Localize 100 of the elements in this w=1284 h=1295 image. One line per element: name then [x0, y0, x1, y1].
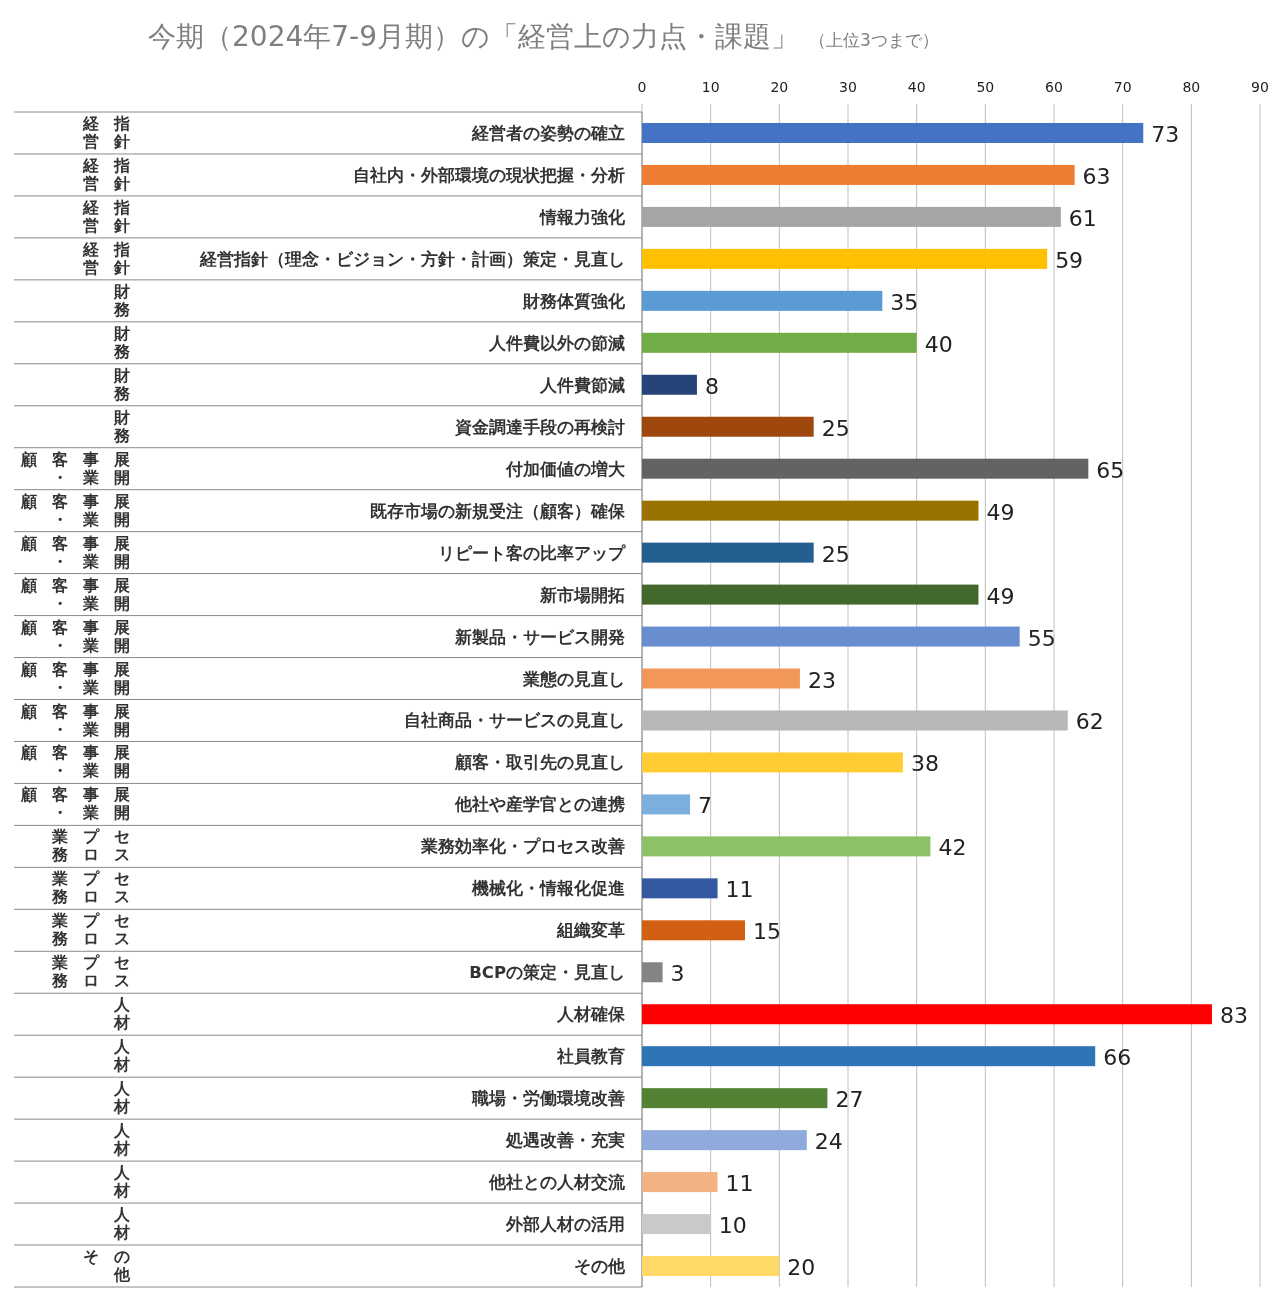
bar	[642, 1046, 1096, 1067]
data-label: 11	[725, 877, 754, 903]
text: 業務プロセス	[51, 869, 130, 907]
data-label: 7	[698, 793, 713, 819]
data-label: 49	[986, 499, 1015, 525]
text: 人材	[113, 1079, 131, 1117]
text: 業務プロセス	[51, 911, 130, 949]
y-tick-label: 自社商品・サービスの見直し	[404, 711, 625, 731]
y-tick-label: 自社内・外部環境の現状把握・分析	[353, 165, 625, 185]
x-tick-label: 70	[1113, 79, 1132, 95]
y-tick-label: 業態の見直し	[522, 669, 625, 689]
bar	[642, 206, 1061, 227]
y-tick-label: その他	[574, 1257, 626, 1277]
y-tick-label: 新製品・サービス開発	[454, 627, 625, 647]
y-tick-label: 付加価値の増大	[505, 458, 626, 479]
chart-title: 今期（2024年7-9月期）の「経営上の力点・課題」	[148, 20, 799, 53]
x-tick-label: 80	[1182, 79, 1201, 95]
bar	[642, 794, 691, 815]
y-tick-label: 資金調達手段の再検討	[454, 417, 625, 437]
x-tick-label: 10	[701, 79, 720, 95]
data-label: 55	[1027, 625, 1056, 651]
data-label: 20	[787, 1255, 816, 1281]
text: 顧客・事業展開	[20, 701, 130, 739]
y-tick-label: 経営者の姿勢の確立	[471, 123, 625, 143]
y-tick-label: 新市場開拓	[539, 585, 625, 605]
bar	[642, 752, 903, 773]
text: 人材	[113, 1163, 131, 1201]
y-tick-label: 機械化・情報化促進	[471, 879, 625, 899]
data-label: 3	[670, 961, 685, 987]
text: 人材	[113, 995, 131, 1033]
text: 財務	[113, 365, 131, 403]
data-label: 83	[1219, 1003, 1248, 1029]
bar	[642, 668, 800, 689]
bar	[642, 1130, 807, 1151]
text: 人材	[113, 1205, 131, 1243]
x-tick-label: 40	[907, 79, 926, 95]
y-tick-label: BCPの策定・見直し	[469, 963, 625, 983]
bar	[642, 1088, 828, 1109]
y-tick-label: 顧客・取引先の見直し	[454, 753, 625, 773]
text: 顧客・事業展開	[20, 785, 130, 823]
bar	[642, 1172, 718, 1193]
text: 人材	[113, 1121, 131, 1159]
data-label: 65	[1096, 457, 1125, 483]
data-label: 73	[1151, 121, 1180, 147]
text: その他	[83, 1247, 131, 1285]
y-tick-label: 職場・労働環境改善	[471, 1088, 625, 1109]
y-tick-label: 組織変革	[556, 921, 625, 941]
y-tick-label: リピート客の比率アップ	[438, 543, 626, 563]
bar	[642, 332, 917, 353]
text: 人材	[113, 1037, 131, 1075]
bar	[642, 836, 931, 857]
chart-subtitle: （上位3つまで）	[809, 30, 939, 50]
data-label: 40	[924, 331, 953, 357]
x-tick-label: 90	[1251, 79, 1269, 95]
y-tick-label: 人件費以外の節減	[488, 333, 625, 353]
y-tick-label: 情報力強化	[539, 207, 626, 227]
data-label: 11	[725, 1171, 754, 1197]
x-tick-label: 30	[839, 79, 857, 95]
bar	[642, 122, 1144, 143]
data-label: 35	[890, 289, 919, 315]
text: 財務	[113, 407, 131, 445]
data-label: 25	[821, 415, 850, 441]
data-label: 63	[1082, 163, 1111, 189]
y-tick-label: 人件費節減	[539, 375, 625, 395]
y-tick-label: 財務体質強化	[522, 291, 626, 311]
text: 顧客・事業展開	[20, 449, 130, 487]
x-tick-label: 0	[637, 79, 647, 95]
text: 業務プロセス	[51, 953, 130, 991]
text: 顧客・事業展開	[20, 659, 130, 697]
bar	[642, 584, 979, 605]
data-label: 61	[1068, 205, 1097, 231]
y-tick-label: 人材確保	[556, 1005, 626, 1025]
text: 顧客・事業展開	[20, 533, 130, 571]
y-tick-label: 他社との人材交流	[488, 1173, 626, 1193]
text: 財務	[113, 323, 131, 361]
text: 顧客・事業展開	[20, 617, 130, 655]
bar	[642, 878, 718, 899]
y-tick-label: 社員教育	[556, 1046, 625, 1067]
text: 経営指針	[82, 155, 130, 193]
data-label: 10	[718, 1213, 747, 1239]
bar	[642, 1256, 780, 1277]
data-label: 25	[821, 541, 850, 567]
bar	[642, 626, 1020, 647]
y-tick-label: 経営指針（理念・ビジョン・方針・計画）策定・見直し	[199, 249, 625, 269]
text: 顧客・事業展開	[20, 491, 130, 529]
y-tick-label: 他社や産学官との連携	[454, 795, 625, 815]
data-label: 42	[938, 835, 967, 861]
bar	[642, 374, 697, 395]
text: 財務	[113, 281, 131, 319]
bar	[642, 458, 1089, 479]
bar	[642, 1004, 1212, 1025]
x-tick-label: 60	[1045, 79, 1063, 95]
bar	[642, 290, 883, 311]
bar	[642, 164, 1075, 185]
bar	[642, 500, 979, 521]
bar	[642, 920, 745, 941]
text: 顧客・事業展開	[20, 743, 130, 781]
data-label: 49	[986, 583, 1015, 609]
y-tick-label: 処遇改善・充実	[505, 1130, 625, 1151]
data-label: 24	[814, 1129, 843, 1155]
